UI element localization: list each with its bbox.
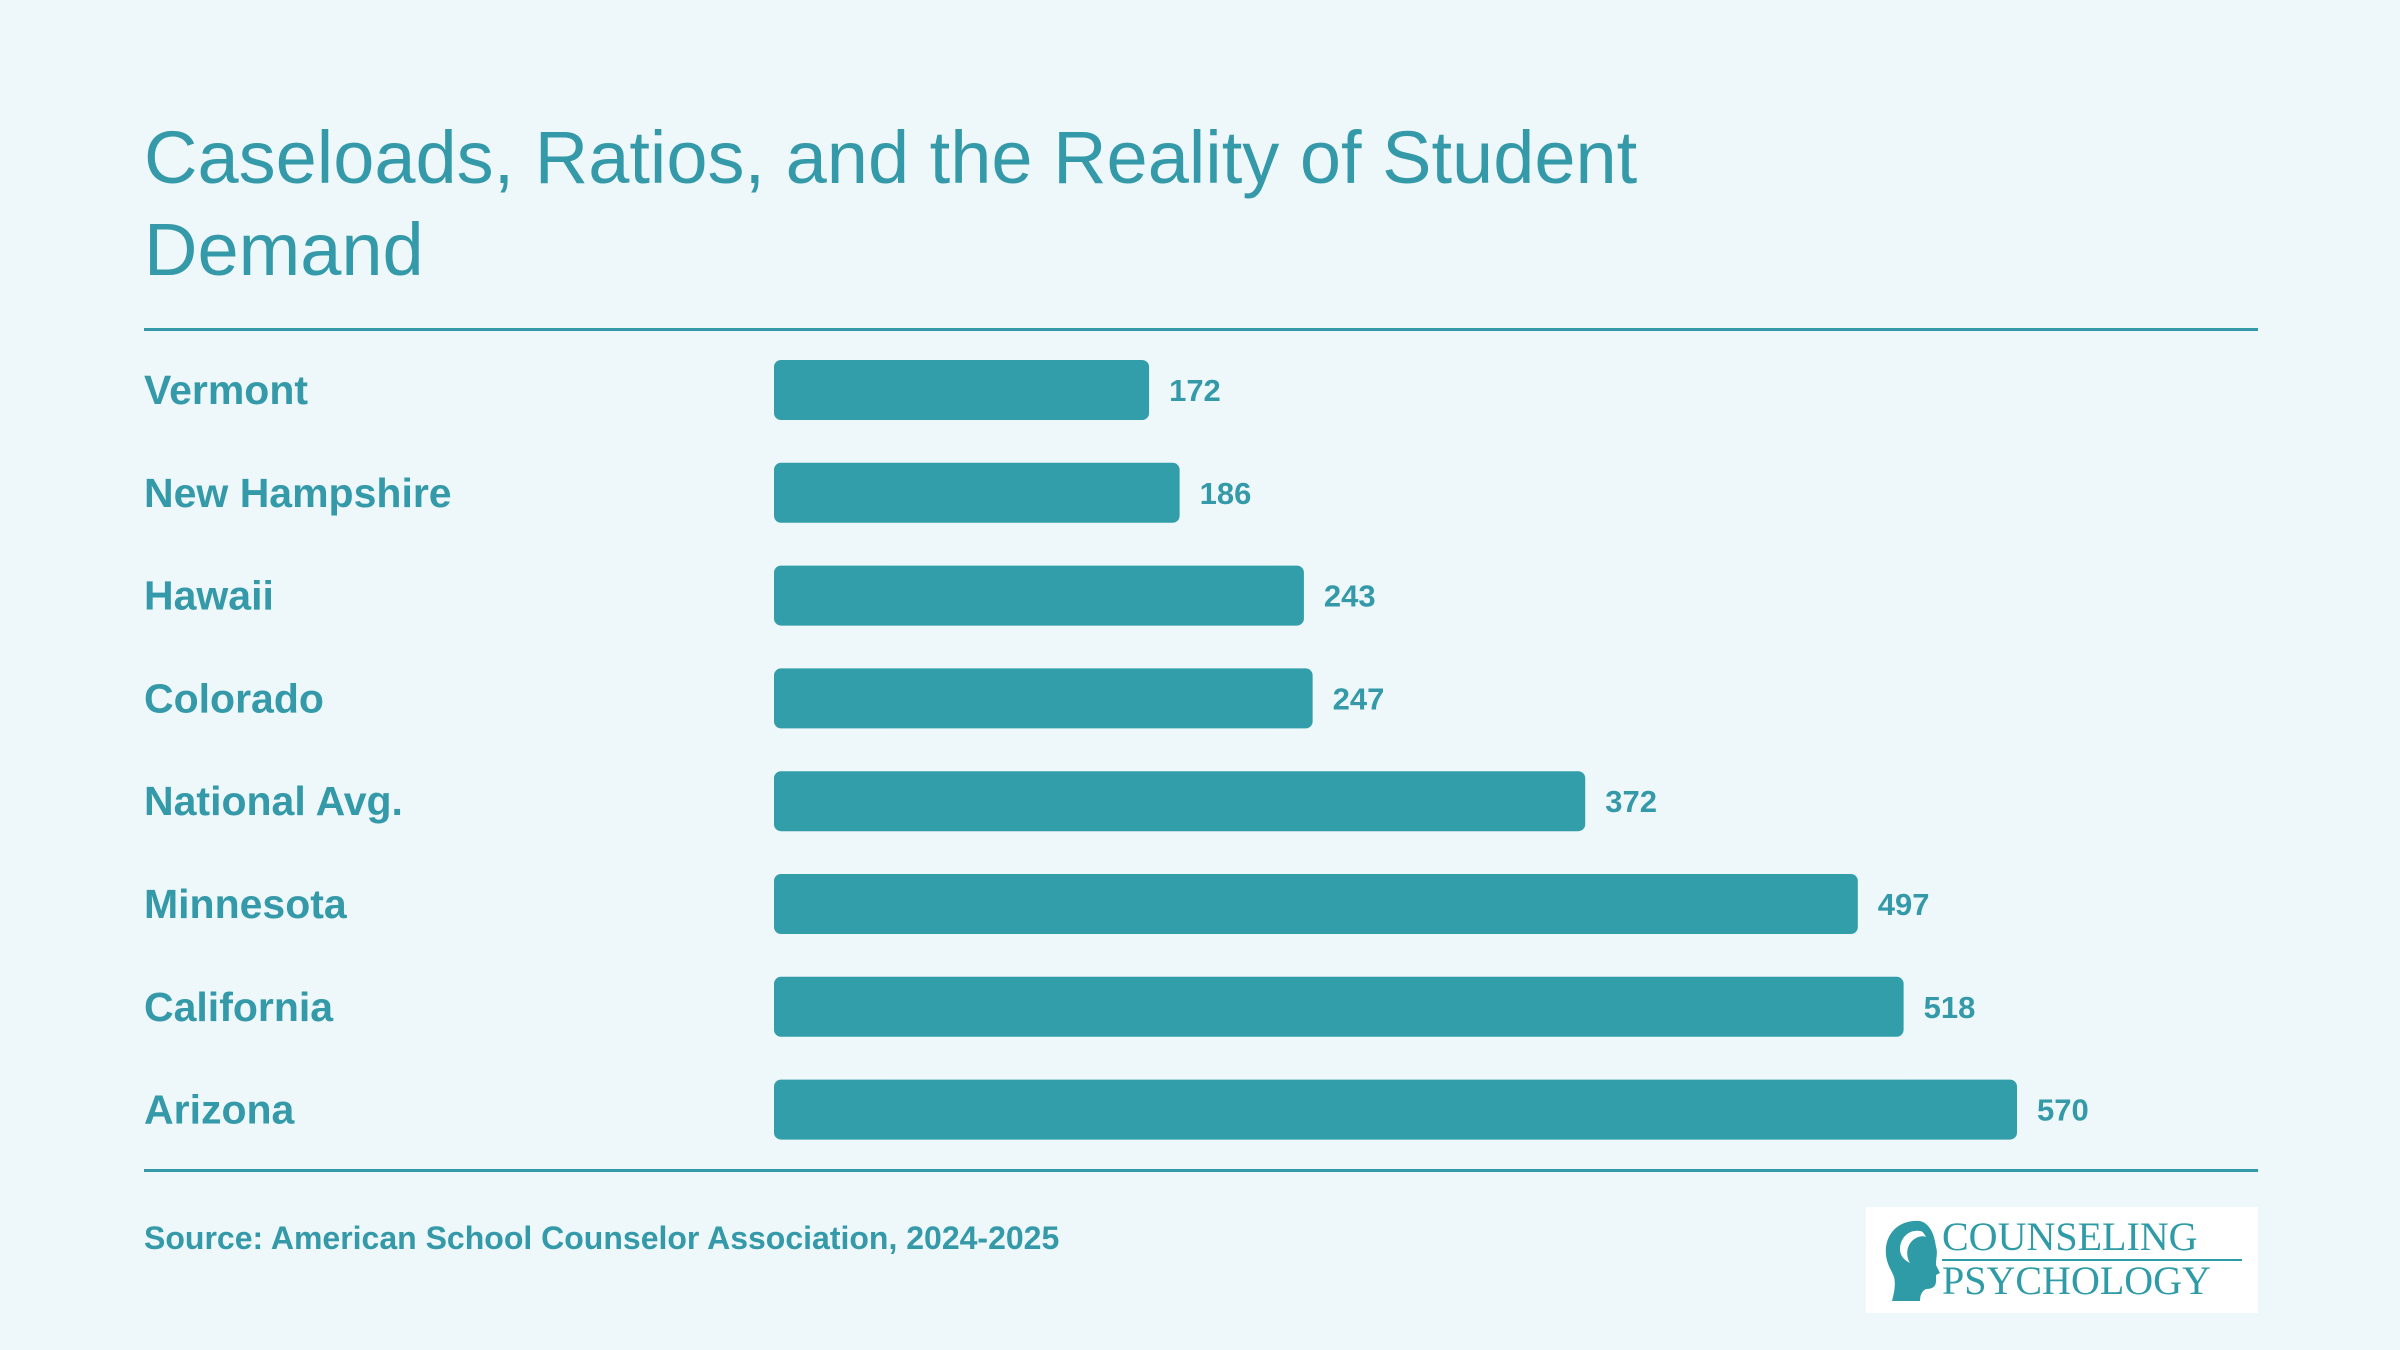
bar-hawaii bbox=[774, 565, 1304, 626]
category-label-colorado: Colorado bbox=[144, 675, 324, 721]
logo-line-2: PSYCHOLOGY bbox=[1942, 1258, 2211, 1303]
category-label-national-avg: National Avg. bbox=[144, 778, 403, 824]
bar-california bbox=[774, 976, 1904, 1037]
value-label-vermont: 172 bbox=[1169, 373, 1221, 408]
value-label-national-avg: 372 bbox=[1605, 784, 1657, 819]
logo-line-1: COUNSELING bbox=[1942, 1214, 2198, 1259]
value-label-california: 518 bbox=[1924, 990, 1976, 1025]
bar-arizona bbox=[774, 1079, 2017, 1140]
category-label-new-hampshire: New Hampshire bbox=[144, 470, 452, 516]
bar-colorado bbox=[774, 668, 1313, 729]
head-profile-icon bbox=[1885, 1220, 1940, 1301]
bar-new-hampshire bbox=[774, 462, 1180, 523]
bar-vermont bbox=[774, 360, 1150, 420]
value-label-hawaii: 243 bbox=[1324, 579, 1376, 614]
value-label-minnesota: 497 bbox=[1878, 887, 1930, 922]
chart-title: Caseloads, Ratios, and the Reality of St… bbox=[144, 116, 1638, 291]
category-label-vermont: Vermont bbox=[144, 367, 308, 413]
category-label-hawaii: Hawaii bbox=[144, 573, 274, 619]
source-note: Source: American School Counselor Associ… bbox=[144, 1220, 1060, 1256]
bar-national-avg bbox=[774, 771, 1586, 832]
value-label-arizona: 570 bbox=[2037, 1093, 2089, 1128]
value-label-new-hampshire: 186 bbox=[1200, 476, 1252, 511]
counseling-psychology-logo: COUNSELING PSYCHOLOGY bbox=[1866, 1207, 2258, 1313]
bottom-divider bbox=[144, 1169, 2258, 1172]
top-divider bbox=[144, 328, 2258, 331]
category-label-california: California bbox=[144, 984, 334, 1030]
logo-divider bbox=[1942, 1259, 2242, 1261]
category-label-minnesota: Minnesota bbox=[144, 881, 348, 927]
bar-minnesota bbox=[774, 874, 1858, 934]
value-label-colorado: 247 bbox=[1333, 681, 1385, 716]
category-label-arizona: Arizona bbox=[144, 1087, 296, 1133]
